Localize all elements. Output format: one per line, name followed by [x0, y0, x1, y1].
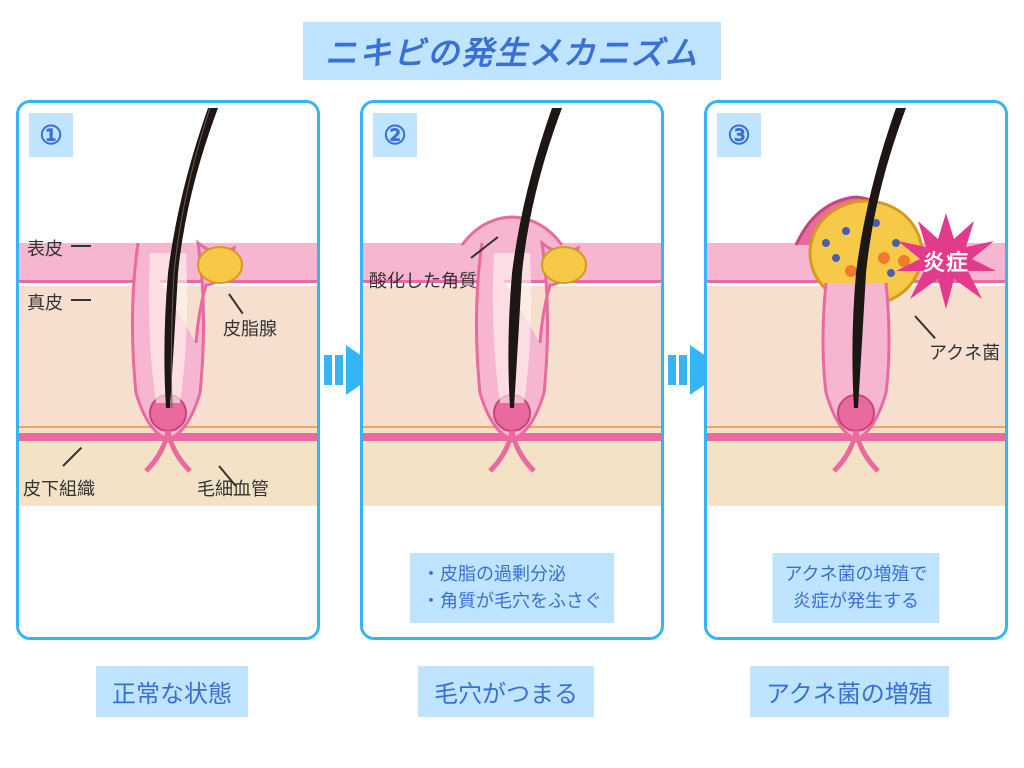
- follicle-1: [78, 113, 258, 473]
- panel-2: ② 酸化した角質: [360, 100, 664, 640]
- caption-3: アクネ菌の増殖: [750, 666, 949, 717]
- panel-3: ③ 炎症: [704, 100, 1008, 640]
- panel-3-diagram: 炎症: [707, 243, 1005, 553]
- anno-line: [71, 299, 91, 301]
- anno-subcutis: 皮下組織: [23, 475, 95, 501]
- panel-2-inner-caption: ・皮脂の過剰分泌 ・角質が毛穴をふさぐ: [410, 553, 614, 623]
- burst-label: 炎症: [923, 245, 969, 277]
- panel-2-number: ②: [373, 113, 417, 157]
- anno-oxidized: 酸化した角質: [369, 267, 477, 293]
- panel-1-diagram: 表皮 真皮 皮脂腺 皮下組織 毛細血管: [19, 243, 317, 553]
- anno-dermis: 真皮: [27, 289, 63, 315]
- panel-1: ①: [16, 100, 320, 640]
- panel-1-number: ①: [29, 113, 73, 157]
- main-title: ニキビの発生メカニズム: [303, 22, 721, 80]
- inflammation-burst: 炎症: [896, 211, 996, 311]
- panel-3-number: ③: [717, 113, 761, 157]
- panel-3-inner-caption: アクネ菌の増殖で 炎症が発生する: [772, 553, 939, 623]
- panel-2-diagram: 酸化した角質: [363, 243, 661, 553]
- anno-sebaceous: 皮脂腺: [223, 315, 277, 341]
- caption-1: 正常な状態: [96, 666, 248, 717]
- follicle-2: [422, 113, 602, 473]
- anno-epidermis: 表皮: [27, 235, 63, 261]
- anno-capillary: 毛細血管: [197, 475, 269, 501]
- panels-container: ①: [16, 100, 1008, 640]
- caption-2: 毛穴がつまる: [418, 666, 594, 717]
- anno-acne-bacteria: アクネ菌: [929, 339, 1000, 365]
- anno-line: [71, 245, 91, 247]
